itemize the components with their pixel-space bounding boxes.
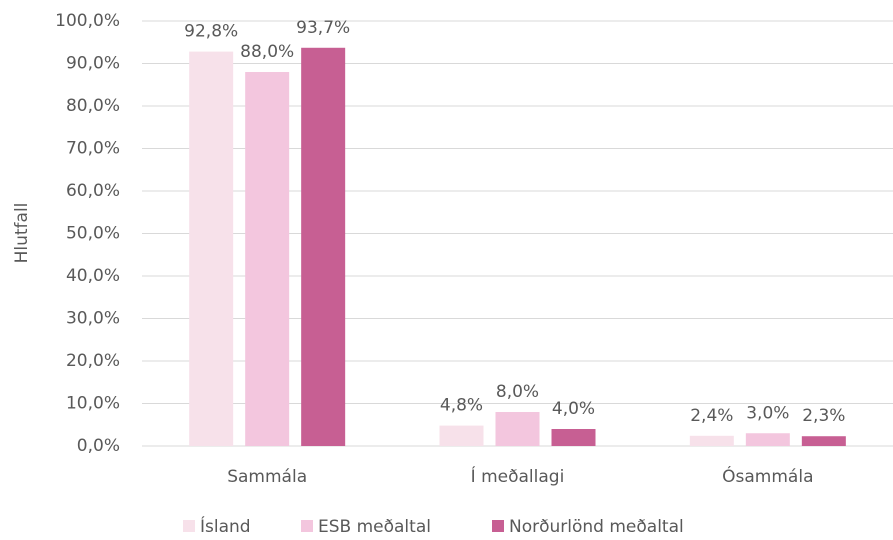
y-tick-label: 40,0% bbox=[66, 266, 120, 286]
data-label: 93,7% bbox=[296, 18, 350, 38]
bar bbox=[301, 47, 346, 447]
legend-label: ESB meðaltal bbox=[318, 517, 431, 537]
y-tick-label: 50,0% bbox=[66, 224, 120, 244]
data-label: 92,8% bbox=[184, 22, 238, 42]
data-label: 4,0% bbox=[552, 399, 595, 419]
data-label: 88,0% bbox=[240, 42, 294, 62]
data-label: 8,0% bbox=[496, 382, 539, 402]
legend-label: Norðurlönd meðaltal bbox=[509, 517, 684, 537]
legend-swatch bbox=[183, 520, 195, 532]
data-label: 2,3% bbox=[802, 406, 845, 426]
legend-label: Ísland bbox=[200, 515, 251, 537]
y-tick-label: 100,0% bbox=[55, 11, 120, 31]
y-tick-label: 10,0% bbox=[66, 394, 120, 414]
legend-swatch bbox=[492, 520, 504, 532]
bar bbox=[689, 435, 734, 446]
y-tick-label: 70,0% bbox=[66, 139, 120, 159]
x-tick-label: Ósammála bbox=[722, 465, 813, 487]
bar bbox=[551, 429, 596, 446]
bar bbox=[245, 72, 290, 446]
y-tick-label: 20,0% bbox=[66, 351, 120, 371]
data-label: 4,8% bbox=[440, 396, 483, 416]
data-label: 2,4% bbox=[690, 406, 733, 426]
y-tick-label: 60,0% bbox=[66, 181, 120, 201]
y-tick-label: 90,0% bbox=[66, 54, 120, 74]
y-axis-label: Hlutfall bbox=[12, 203, 32, 264]
bar bbox=[439, 425, 484, 446]
y-tick-label: 80,0% bbox=[66, 96, 120, 116]
legend-swatch bbox=[301, 520, 313, 532]
y-tick-label: 30,0% bbox=[66, 309, 120, 329]
bar bbox=[189, 51, 234, 446]
x-tick-label: Í meðallagi bbox=[471, 465, 565, 487]
bar bbox=[801, 436, 846, 446]
y-tick-label: 0,0% bbox=[77, 436, 120, 456]
data-label: 3,0% bbox=[746, 403, 789, 423]
bar bbox=[495, 412, 540, 446]
x-tick-label: Sammála bbox=[227, 467, 307, 487]
bar bbox=[745, 433, 790, 446]
